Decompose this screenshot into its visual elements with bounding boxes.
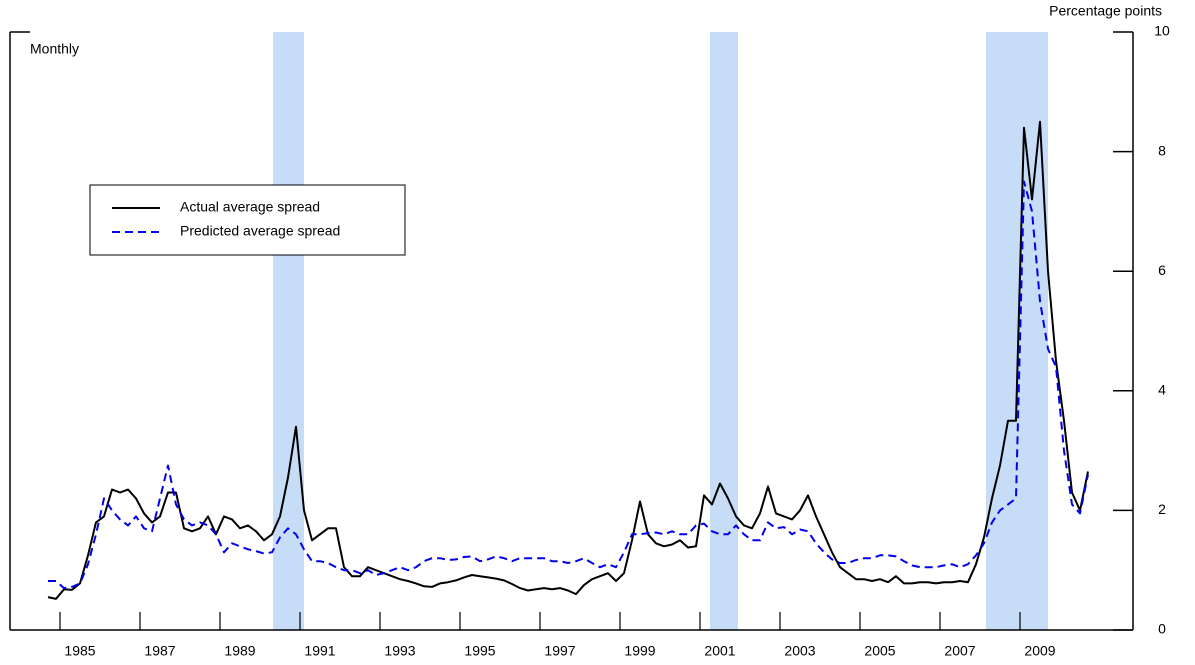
x-tick-label: 2009	[1024, 643, 1055, 659]
annotation: Monthly	[30, 41, 79, 57]
legend-label: Predicted average spread	[180, 223, 340, 239]
x-tick-label: 1999	[624, 643, 655, 659]
axis-title: Percentage points	[1049, 3, 1162, 19]
x-tick-label: 1995	[464, 643, 495, 659]
y-tick-label: 6	[1158, 262, 1166, 278]
x-tick-label: 2001	[704, 643, 735, 659]
y-tick-label: 2	[1158, 501, 1166, 517]
x-tick-label: 2007	[944, 643, 975, 659]
x-tick-label: 1987	[144, 643, 175, 659]
x-tick-label: 2005	[864, 643, 895, 659]
legend-label: Actual average spread	[180, 199, 320, 215]
y-tick-label: 4	[1158, 382, 1166, 398]
x-tick-label: 1989	[224, 643, 255, 659]
x-tick-label: 1993	[384, 643, 415, 659]
y-tick-label: 8	[1158, 142, 1166, 158]
recession-band	[273, 32, 304, 630]
legend-box	[89, 184, 406, 256]
y-tick-label: 0	[1158, 621, 1166, 637]
x-tick-label: 1997	[544, 643, 575, 659]
y-tick-label: 10	[1154, 23, 1170, 39]
legend: Actual average spread Predicted average s…	[89, 184, 406, 256]
series-line	[47, 120, 1089, 600]
x-tick-label: 1985	[64, 643, 95, 659]
x-tick-label: 2003	[784, 643, 815, 659]
series-line	[48, 180, 1089, 590]
recession-band	[986, 32, 1048, 630]
x-tick-label: 1991	[304, 643, 335, 659]
recession-band	[710, 32, 738, 630]
